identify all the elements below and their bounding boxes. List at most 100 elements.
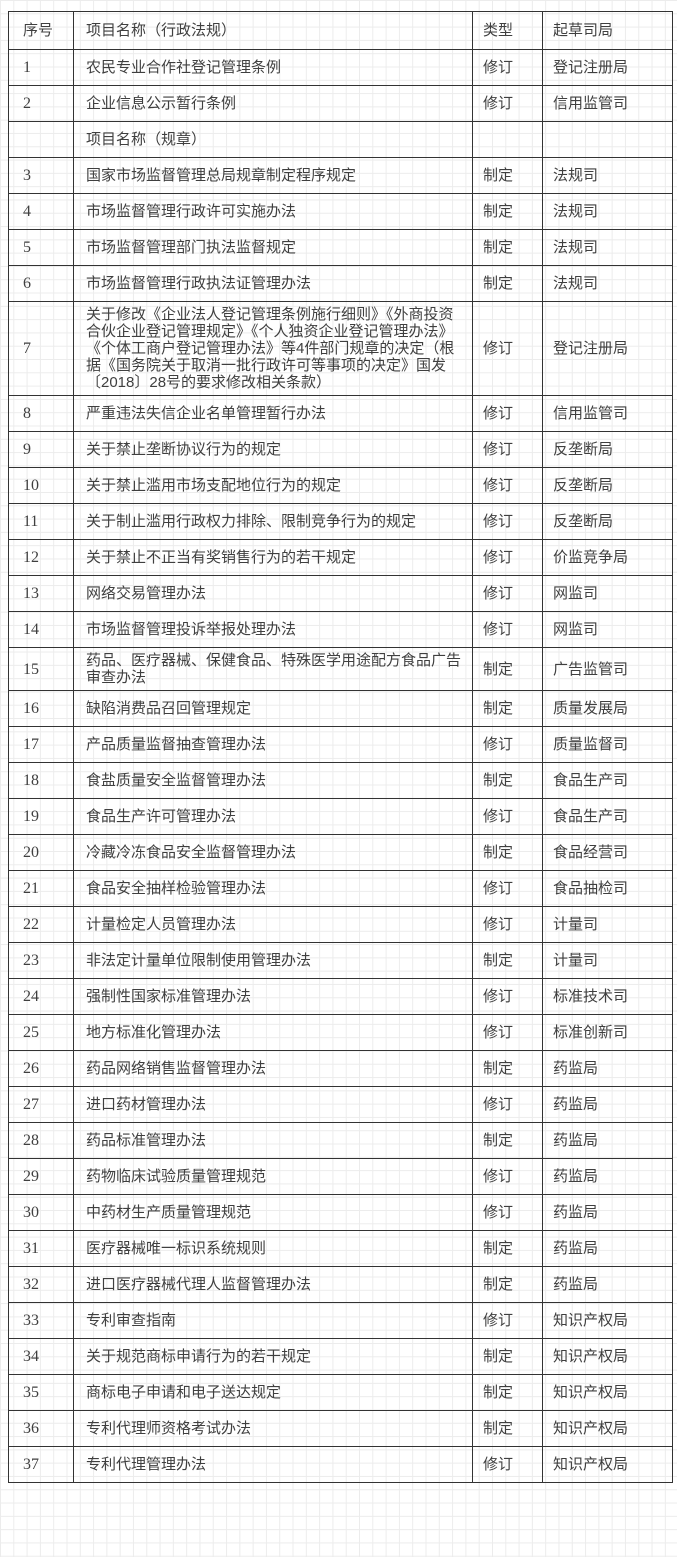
project-name-cell: 国家市场监督管理总局规章制定程序规定 <box>73 157 473 194</box>
table-row: 11 关于制止滥用行政权力排除、限制竞争行为的规定 修订 反垄断局 <box>8 503 673 540</box>
project-name-cell: 农民专业合作社登记管理条例 <box>73 49 473 86</box>
project-name-cell: 企业信息公示暂行条例 <box>73 85 473 122</box>
type-cell: 制定 <box>472 1050 543 1087</box>
type-cell: 修订 <box>472 503 543 540</box>
table-row: 31 医疗器械唯一标识系统规则 制定 药监局 <box>8 1230 673 1267</box>
project-name-cell: 中药材生产质量管理规范 <box>73 1194 473 1231</box>
drafting-bureau-cell: 法规司 <box>542 193 673 230</box>
project-name-cell: 市场监督管理行政执法证管理办法 <box>73 265 473 302</box>
header-cell-drafting-bureau: 起草司局 <box>542 11 673 50</box>
project-name-cell: 食盐质量安全监督管理办法 <box>73 762 473 799</box>
table-row: 4 市场监督管理行政许可实施办法 制定 法规司 <box>8 193 673 230</box>
table-row: 18 食盐质量安全监督管理办法 制定 食品生产司 <box>8 762 673 799</box>
row-number-cell: 21 <box>8 870 74 907</box>
table-row: 30 中药材生产质量管理规范 修订 药监局 <box>8 1194 673 1231</box>
row-number-cell: 12 <box>8 539 74 576</box>
table-row: 25 地方标准化管理办法 修订 标准创新司 <box>8 1014 673 1051</box>
project-name-cell: 药物临床试验质量管理规范 <box>73 1158 473 1195</box>
type-cell: 修订 <box>472 85 543 122</box>
row-number-cell: 19 <box>8 798 74 835</box>
table-row: 9 关于禁止垄断协议行为的规定 修订 反垄断局 <box>8 431 673 468</box>
table-body: 1 农民专业合作社登记管理条例 修订 登记注册局 2 企业信息公示暂行条例 修订 信用监管司项… <box>8 49 673 1483</box>
type-cell: 制定 <box>472 1410 543 1447</box>
type-cell: 修订 <box>472 906 543 943</box>
row-number-cell: 5 <box>8 229 74 266</box>
drafting-bureau-cell: 药监局 <box>542 1086 673 1123</box>
drafting-bureau-cell: 药监局 <box>542 1230 673 1267</box>
row-number-cell: 9 <box>8 431 74 468</box>
table-row: 14 市场监督管理投诉举报处理办法 修订 网监司 <box>8 611 673 648</box>
section-divider-row: 项目名称（规章） <box>8 121 673 158</box>
project-name-cell: 缺陷消费品召回管理规定 <box>73 690 473 727</box>
table-row: 26 药品网络销售监督管理办法 制定 药监局 <box>8 1050 673 1087</box>
row-number-cell: 4 <box>8 193 74 230</box>
project-name-cell: 商标电子申请和电子送达规定 <box>73 1374 473 1411</box>
type-cell: 修订 <box>472 978 543 1015</box>
project-name-cell: 药品标准管理办法 <box>73 1122 473 1159</box>
type-cell: 修订 <box>472 49 543 86</box>
type-cell: 修订 <box>472 726 543 763</box>
project-name-cell: 严重违法失信企业名单管理暂行办法 <box>73 395 473 432</box>
table-row: 7 关于修改《企业法人登记管理条例施行细则》《外商投资合伙企业登记管理规定》《个人… <box>8 301 673 396</box>
row-number-cell: 6 <box>8 265 74 302</box>
drafting-bureau-cell: 网监司 <box>542 611 673 648</box>
row-number-cell: 23 <box>8 942 74 979</box>
project-name-cell: 食品安全抽样检验管理办法 <box>73 870 473 907</box>
header-cell-type: 类型 <box>472 11 543 50</box>
row-number-cell: 16 <box>8 690 74 727</box>
drafting-bureau-cell: 法规司 <box>542 265 673 302</box>
row-number-cell: 31 <box>8 1230 74 1267</box>
row-number-cell: 15 <box>8 647 74 691</box>
drafting-bureau-cell: 法规司 <box>542 157 673 194</box>
table-row: 33 专利审查指南 修订 知识产权局 <box>8 1302 673 1339</box>
table-row: 19 食品生产许可管理办法 修订 食品生产司 <box>8 798 673 835</box>
type-cell: 制定 <box>472 762 543 799</box>
row-number-cell: 37 <box>8 1446 74 1483</box>
project-name-cell: 关于制止滥用行政权力排除、限制竞争行为的规定 <box>73 503 473 540</box>
type-cell: 修订 <box>472 395 543 432</box>
type-cell: 修订 <box>472 1158 543 1195</box>
project-name-cell: 关于规范商标申请行为的若干规定 <box>73 1338 473 1375</box>
table-row: 16 缺陷消费品召回管理规定 制定 质量发展局 <box>8 690 673 727</box>
project-name-cell: 冷藏冷冻食品安全监督管理办法 <box>73 834 473 871</box>
row-number-cell: 17 <box>8 726 74 763</box>
drafting-bureau-cell: 药监局 <box>542 1122 673 1159</box>
project-name-cell: 市场监督管理部门执法监督规定 <box>73 229 473 266</box>
drafting-bureau-cell: 食品经营司 <box>542 834 673 871</box>
project-name-cell: 关于禁止不正当有奖销售行为的若干规定 <box>73 539 473 576</box>
row-number-cell: 28 <box>8 1122 74 1159</box>
drafting-bureau-cell: 知识产权局 <box>542 1302 673 1339</box>
drafting-bureau-cell: 药监局 <box>542 1194 673 1231</box>
table-row: 3 国家市场监督管理总局规章制定程序规定 制定 法规司 <box>8 157 673 194</box>
type-cell: 制定 <box>472 1122 543 1159</box>
drafting-bureau-cell: 知识产权局 <box>542 1338 673 1375</box>
project-name-cell: 产品质量监督抽查管理办法 <box>73 726 473 763</box>
project-name-cell: 网络交易管理办法 <box>73 575 473 612</box>
type-cell: 修订 <box>472 798 543 835</box>
type-cell: 制定 <box>472 1374 543 1411</box>
drafting-bureau-cell: 知识产权局 <box>542 1446 673 1483</box>
project-name-cell: 计量检定人员管理办法 <box>73 906 473 943</box>
type-cell: 制定 <box>472 647 543 691</box>
table-row: 23 非法定计量单位限制使用管理办法 制定 计量司 <box>8 942 673 979</box>
drafting-bureau-cell: 反垄断局 <box>542 503 673 540</box>
type-cell: 修订 <box>472 611 543 648</box>
project-name-cell: 市场监督管理行政许可实施办法 <box>73 193 473 230</box>
drafting-bureau-cell: 广告监管司 <box>542 647 673 691</box>
row-number-cell: 26 <box>8 1050 74 1087</box>
drafting-bureau-cell: 反垄断局 <box>542 431 673 468</box>
row-number-cell: 7 <box>8 301 74 396</box>
type-cell: 修订 <box>472 431 543 468</box>
row-number-cell: 24 <box>8 978 74 1015</box>
type-cell: 制定 <box>472 193 543 230</box>
type-cell: 制定 <box>472 157 543 194</box>
project-name-cell: 非法定计量单位限制使用管理办法 <box>73 942 473 979</box>
row-number-cell: 36 <box>8 1410 74 1447</box>
drafting-bureau-cell: 法规司 <box>542 229 673 266</box>
project-name-cell: 医疗器械唯一标识系统规则 <box>73 1230 473 1267</box>
drafting-bureau-cell: 知识产权局 <box>542 1374 673 1411</box>
table-row: 20 冷藏冷冻食品安全监督管理办法 制定 食品经营司 <box>8 834 673 871</box>
type-cell: 修订 <box>472 467 543 504</box>
type-cell: 制定 <box>472 229 543 266</box>
table-row: 34 关于规范商标申请行为的若干规定 制定 知识产权局 <box>8 1338 673 1375</box>
